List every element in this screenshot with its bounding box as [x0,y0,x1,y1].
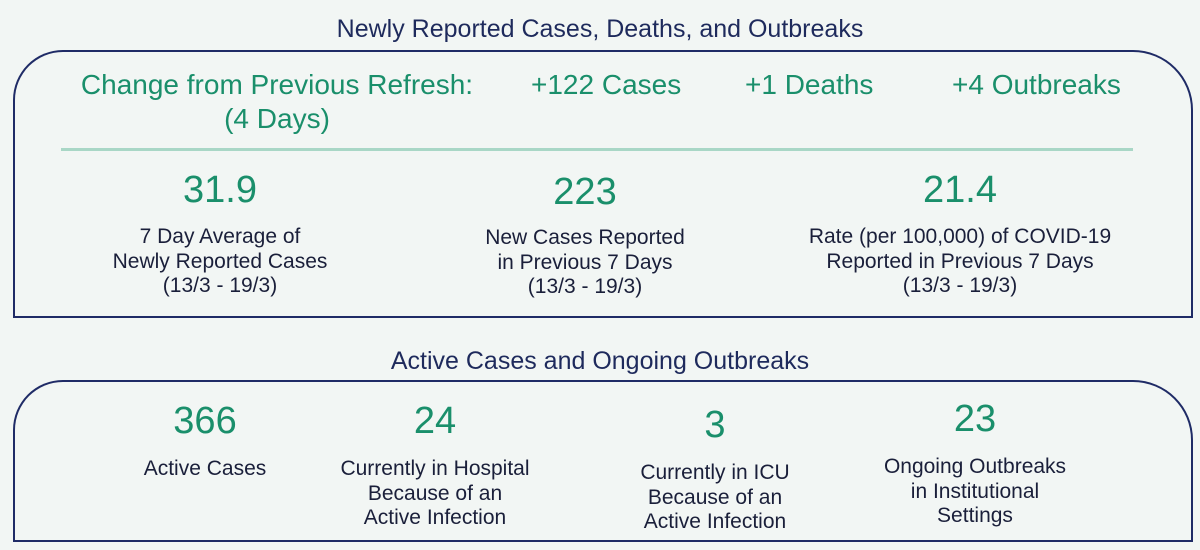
stat-desc-line: Because of an [647,485,783,509]
stat-active-cases: 366 Active Cases [115,399,295,482]
stat-desc-line: Newly Reported Cases [112,249,328,273]
panel-border-bottom [12,539,1191,542]
change-outbreaks: +4 Outbreaks [952,69,1121,100]
stat-value: 23 [953,398,997,440]
stat-value: 223 [553,171,617,213]
stat-desc-line: (13/3 - 19/3) [162,274,278,297]
newly-reported-panel: Change from Previous Refresh: (4 Days) +… [12,50,1193,318]
stat-in-icu: 3 Currently in ICU Because of an Active … [595,403,835,535]
stat-7-day-average: 31.9 7 Day Average of Newly Reported Cas… [55,168,385,299]
stat-desc-line: Settings [937,504,1013,527]
section-title-active-cases: Active Cases and Ongoing Outbreaks [390,347,810,375]
stat-desc-line: (13/3 - 19/3) [527,275,643,298]
stat-description: Ongoing Outbreaks in Institutional Setti… [845,455,1105,529]
stat-desc-line: New Cases Reported [485,226,685,249]
change-cases: +122 Cases [531,69,682,100]
stat-description: Rate (per 100,000) of COVID-19 Reported … [760,225,1160,299]
panel-border-bottom [12,315,1191,318]
stat-value: 21.4 [923,169,997,211]
stat-desc-line: Because of an [367,481,503,505]
change-label-line1: Change from Previous Refresh: [80,69,474,100]
stat-desc-line: Currently in ICU [640,461,790,484]
stat-desc-line: Ongoing Outbreaks [883,455,1067,478]
stat-desc-line: Active Cases [143,457,267,480]
stat-value: 31.9 [183,169,257,211]
stat-in-hospital: 24 Currently in Hospital Because of an A… [315,399,555,531]
section-title-newly-reported: Newly Reported Cases, Deaths, and Outbre… [336,15,864,43]
stat-new-cases-7-days: 223 New Cases Reported in Previous 7 Day… [420,170,750,300]
stat-desc-line: Currently in Hospital [340,457,530,480]
stat-value: 3 [704,404,726,446]
stat-ongoing-outbreaks: 23 Ongoing Outbreaks in Institutional Se… [845,397,1105,529]
stat-desc-line: (13/3 - 19/3) [902,274,1018,297]
change-from-previous-label: Change from Previous Refresh: (4 Days) [67,68,487,136]
stat-desc-line: Reported in Previous 7 Days [826,249,1094,273]
stat-desc-line: Rate (per 100,000) of COVID-19 [808,225,1112,248]
stat-rate-per-100k: 21.4 Rate (per 100,000) of COVID-19 Repo… [760,168,1160,299]
stat-value: 366 [173,400,237,442]
stat-description: New Cases Reported in Previous 7 Days (1… [420,226,750,300]
stat-desc-line: Active Infection [643,510,787,533]
change-label-line2: (4 Days) [224,103,330,134]
stat-description: Active Cases [115,457,295,482]
stat-desc-line: Active Infection [363,506,507,529]
stat-description: Currently in ICU Because of an Active In… [595,461,835,535]
stat-desc-line: in Institutional [910,479,1040,503]
stat-value: 24 [413,400,457,442]
change-deaths: +1 Deaths [745,69,874,100]
active-cases-panel: 366 Active Cases 24 Currently in Hospita… [12,380,1193,542]
stat-description: 7 Day Average of Newly Reported Cases (1… [55,225,385,299]
divider [61,148,1133,151]
stat-desc-line: in Previous 7 Days [497,250,673,274]
stat-description: Currently in Hospital Because of an Acti… [315,457,555,531]
stat-desc-line: 7 Day Average of [139,225,301,248]
